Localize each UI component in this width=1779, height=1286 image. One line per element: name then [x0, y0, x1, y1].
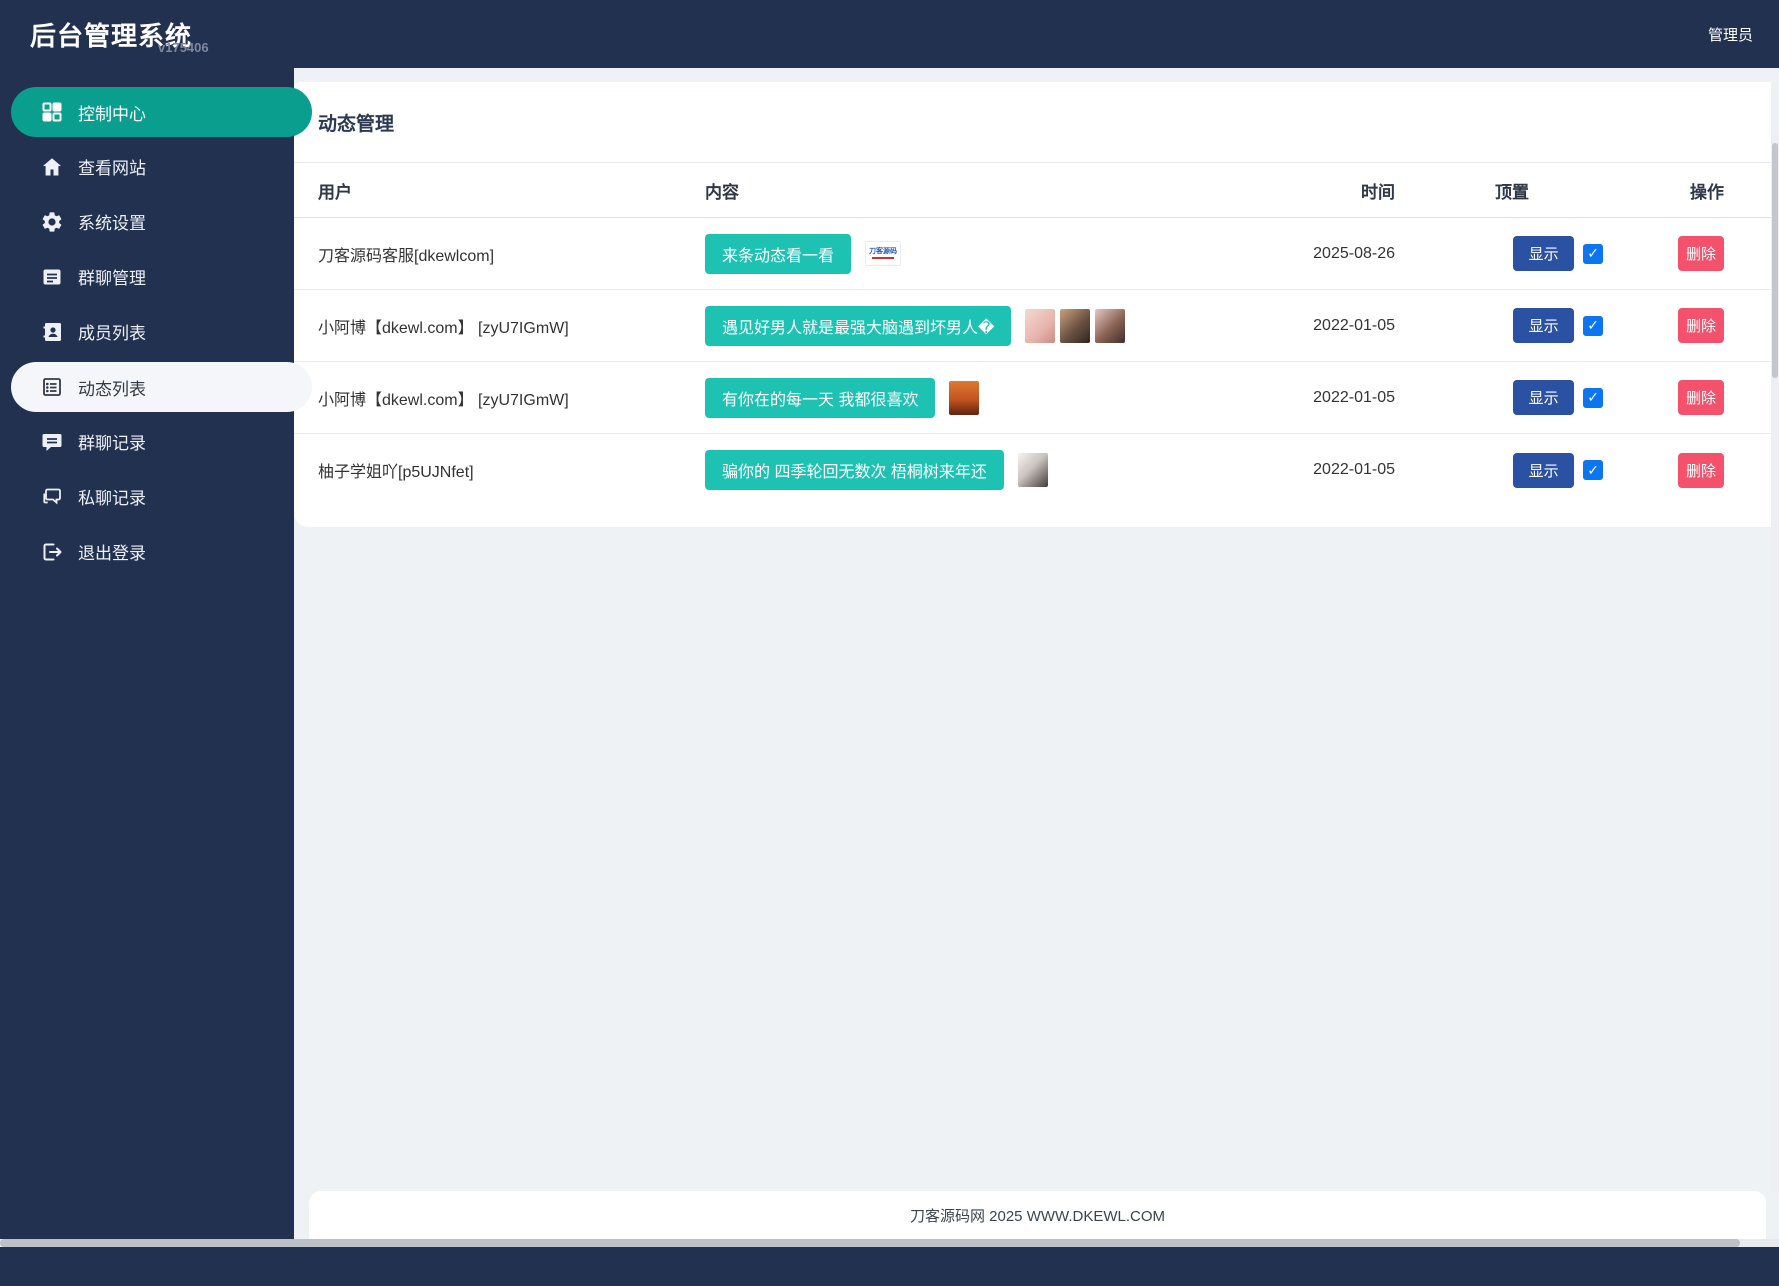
portrait-photo-4 — [1017, 453, 1048, 487]
column-header-time: 时间 — [1361, 182, 1395, 202]
show-button[interactable]: 显示 — [1513, 380, 1575, 415]
sidebar-item-label: 群聊记录 — [78, 434, 146, 453]
table-header-row: 用户 内容 时间 顶置 操作 — [294, 163, 1771, 218]
sidebar-item-label: 查看网站 — [78, 159, 146, 178]
pin-checkbox[interactable]: ✓ — [1583, 387, 1603, 408]
horizontal-scrollbar-thumb[interactable] — [0, 1239, 1740, 1247]
sidebar-item-control-center[interactable]: 控制中心 — [11, 87, 312, 137]
portrait-photo-3 — [1095, 308, 1126, 343]
sidebar-item-feed-list[interactable]: 动态列表 — [11, 362, 312, 412]
top-bar: 后台管理系统 v175406 管理员 — [0, 0, 1779, 68]
gear-icon — [40, 210, 64, 234]
chat-bubbles-icon — [40, 485, 64, 509]
horizontal-scrollbar-track — [0, 1239, 1779, 1247]
feed-time: 2025-08-26 — [1313, 244, 1395, 262]
show-button[interactable]: 显示 — [1513, 452, 1575, 488]
feed-content-button[interactable]: 有你在的每一天 我都很喜欢 — [705, 377, 936, 418]
list-icon — [40, 375, 64, 399]
sidebar-item-logout[interactable]: 退出登录 — [0, 524, 294, 579]
sidebar-item-label: 退出登录 — [78, 544, 146, 563]
column-header-action: 操作 — [1690, 182, 1724, 202]
sidebar-item-label: 成员列表 — [78, 324, 146, 343]
table-row: 刀客源码客服[dkewlcom] 来条动态看一看 刀客源码 2025-08-26… — [294, 218, 1771, 290]
brand: 后台管理系统 v175406 — [30, 0, 209, 68]
app-version: v175406 — [158, 40, 209, 55]
portrait-photo-2 — [1060, 308, 1091, 343]
thumbnail-group — [949, 380, 980, 415]
pin-checkbox[interactable]: ✓ — [1583, 460, 1603, 480]
feed-management-panel: 动态管理 用户 内容 时间 顶置 操作 刀客源码客服[dkewlcom] 来条动… — [294, 82, 1771, 527]
page-title: 动态管理 — [294, 82, 1771, 163]
home-icon — [40, 155, 64, 179]
column-header-user: 用户 — [318, 182, 352, 202]
sidebar-item-label: 动态列表 — [78, 379, 146, 399]
logo-thumb-bar — [872, 257, 895, 259]
sidebar: 控制中心 查看网站 系统设置 群聊管理 成员列表 — [0, 68, 312, 1239]
delete-button[interactable]: 删除 — [1678, 452, 1724, 488]
sidebar-item-member-list[interactable]: 成员列表 — [0, 304, 294, 359]
feed-content-button[interactable]: 骗你的 四季轮回无数次 梧桐树来年还 — [705, 450, 1004, 490]
user-name: 刀客源码客服[dkewlcom] — [318, 247, 495, 265]
column-header-pin: 顶置 — [1495, 182, 1529, 202]
vertical-scrollbar-track — [1771, 136, 1779, 1192]
main-area: 动态管理 用户 内容 时间 顶置 操作 刀客源码客服[dkewlcom] 来条动… — [294, 68, 1779, 1239]
chat-lines-icon — [40, 430, 64, 454]
feed-content-button[interactable]: 遇见好男人就是最强大脑遇到坏男人� — [705, 305, 1012, 346]
sidebar-item-view-site[interactable]: 查看网站 — [0, 139, 294, 194]
delete-button[interactable]: 删除 — [1678, 236, 1724, 271]
sidebar-item-label: 系统设置 — [78, 214, 146, 233]
user-name: 小阿博【dkewl.com】 [zyU7IGmW] — [318, 391, 569, 409]
show-button[interactable]: 显示 — [1513, 308, 1575, 343]
thumbnail-group: 刀客源码 — [865, 241, 902, 266]
column-header-content: 内容 — [705, 182, 739, 202]
admin-menu[interactable]: 管理员 — [1707, 26, 1753, 44]
delete-button[interactable]: 删除 — [1678, 380, 1724, 415]
thumbnail-group — [1017, 453, 1048, 487]
sidebar-item-group-chat-records[interactable]: 群聊记录 — [0, 414, 294, 469]
footer-text: 刀客源码网 2025 WWW.DKEWL.COM — [909, 1207, 1166, 1225]
sidebar-item-label: 群聊管理 — [78, 269, 146, 288]
pin-checkbox[interactable]: ✓ — [1583, 243, 1603, 264]
feed-content-button[interactable]: 来条动态看一看 — [705, 233, 852, 274]
contact-card-icon — [40, 320, 64, 344]
app-title: 后台管理系统 — [30, 20, 193, 51]
sidebar-item-group-chat-management[interactable]: 群聊管理 — [0, 249, 294, 304]
logout-icon — [40, 540, 64, 564]
sidebar-item-label: 私聊记录 — [78, 489, 146, 508]
portrait-photo-1 — [1025, 308, 1056, 343]
feed-time: 2022-01-05 — [1313, 316, 1395, 334]
sunset-photo — [949, 380, 980, 415]
pin-checkbox[interactable]: ✓ — [1583, 315, 1603, 336]
footer-bar: 刀客源码网 2025 WWW.DKEWL.COM — [309, 1191, 1766, 1239]
vertical-scrollbar-thumb[interactable] — [1772, 143, 1778, 378]
delete-button[interactable]: 删除 — [1678, 308, 1724, 343]
dkewl-logo-thumbnail: 刀客源码 — [865, 241, 902, 266]
feed-time: 2022-01-05 — [1313, 461, 1395, 478]
feed-time: 2022-01-05 — [1313, 388, 1395, 406]
show-button[interactable]: 显示 — [1513, 236, 1575, 271]
user-name: 小阿博【dkewl.com】 [zyU7IGmW] — [318, 319, 569, 337]
document-icon — [40, 265, 64, 289]
sidebar-menu: 控制中心 查看网站 系统设置 群聊管理 成员列表 — [0, 68, 312, 579]
user-name: 柚子学姐吖[p5UJNfet] — [318, 464, 474, 481]
thumbnail-group — [1025, 308, 1126, 343]
sidebar-item-label: 控制中心 — [78, 104, 146, 124]
logo-thumb-text: 刀客源码 — [869, 248, 898, 255]
table-row: 小阿博【dkewl.com】 [zyU7IGmW] 有你在的每一天 我都很喜欢 … — [294, 362, 1771, 434]
sidebar-item-system-settings[interactable]: 系统设置 — [0, 194, 294, 249]
sidebar-item-private-chat-records[interactable]: 私聊记录 — [0, 469, 294, 524]
table-row: 小阿博【dkewl.com】 [zyU7IGmW] 遇见好男人就是最强大脑遇到坏… — [294, 290, 1771, 362]
grid-icon — [40, 100, 64, 124]
table-row: 柚子学姐吖[p5UJNfet] 骗你的 四季轮回无数次 梧桐树来年还 2022-… — [294, 434, 1771, 506]
